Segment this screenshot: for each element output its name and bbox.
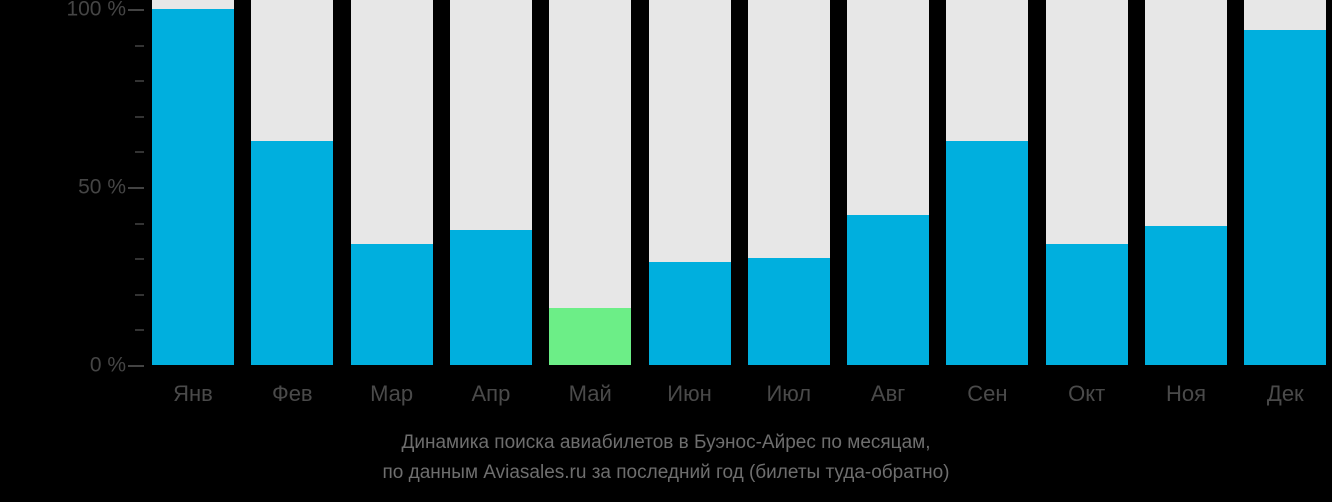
bar-value[interactable] bbox=[648, 261, 731, 365]
x-axis-label: Апр bbox=[471, 381, 511, 406]
bar-value[interactable] bbox=[1045, 243, 1128, 365]
y-tick-minor bbox=[135, 222, 144, 225]
bar-value[interactable] bbox=[747, 258, 830, 365]
bar-value[interactable] bbox=[1244, 30, 1327, 365]
bar-value[interactable] bbox=[251, 140, 334, 365]
bar-group[interactable] bbox=[747, 0, 830, 365]
y-axis-label: 100 % bbox=[66, 0, 126, 21]
bar-group[interactable] bbox=[251, 0, 334, 365]
x-axis-label: Мар bbox=[370, 381, 414, 406]
x-axis-label: Янв bbox=[173, 381, 213, 406]
y-tick-minor bbox=[135, 293, 144, 296]
bar-group[interactable] bbox=[946, 0, 1029, 365]
y-tick-minor bbox=[135, 44, 144, 47]
y-axis-label: 0 % bbox=[89, 353, 126, 377]
bar-value[interactable] bbox=[847, 215, 930, 365]
y-tick-minor bbox=[135, 151, 144, 154]
y-tick-major bbox=[128, 187, 144, 189]
caption-line-1: Динамика поиска авиабилетов в Буэнос-Айр… bbox=[401, 432, 931, 453]
bar-group[interactable] bbox=[152, 0, 234, 365]
bar-value[interactable] bbox=[152, 9, 234, 365]
chart-caption: Динамика поиска авиабилетов в Буэнос-Айр… bbox=[0, 428, 1332, 488]
x-axis-label: Июн bbox=[667, 381, 712, 406]
y-axis-label: 50 % bbox=[78, 175, 126, 199]
bar-track bbox=[549, 0, 632, 365]
bar-value[interactable] bbox=[449, 229, 532, 365]
x-axis-label: Сен bbox=[967, 381, 1008, 406]
y-tick-major bbox=[128, 9, 144, 11]
bar-group[interactable] bbox=[1045, 0, 1128, 365]
bar-group[interactable] bbox=[449, 0, 532, 365]
bar-group[interactable] bbox=[350, 0, 433, 365]
bar-value[interactable] bbox=[350, 243, 433, 365]
bar-value[interactable] bbox=[946, 140, 1029, 365]
x-axis-label: Фев bbox=[271, 381, 313, 406]
y-tick-minor bbox=[135, 329, 144, 332]
y-tick-minor bbox=[135, 115, 144, 118]
bar-group[interactable] bbox=[1145, 0, 1227, 365]
plot-area bbox=[152, 0, 1327, 365]
y-tick-minor bbox=[135, 80, 144, 83]
x-axis-label: Авг bbox=[870, 381, 906, 406]
bar-value[interactable] bbox=[1145, 226, 1227, 365]
x-axis: Янв Фев Мар Апр Май Июн Июл Авг Сен Окт Ноя Дек bbox=[0, 365, 1332, 415]
caption-line-2: по данным Aviasales.ru за последний год … bbox=[382, 462, 950, 483]
y-tick-minor bbox=[135, 258, 144, 261]
bar-value[interactable] bbox=[549, 308, 632, 365]
bar-group[interactable] bbox=[549, 0, 632, 365]
y-axis: 100 % 50 % 0 % bbox=[0, 0, 152, 380]
x-axis-label: Ноя bbox=[1165, 381, 1207, 406]
x-axis-label: Май bbox=[568, 381, 612, 406]
x-axis-label: Дек bbox=[1266, 381, 1304, 406]
bar-group[interactable] bbox=[847, 0, 930, 365]
x-axis-label: Июл bbox=[766, 381, 812, 406]
bar-group[interactable] bbox=[1244, 0, 1327, 365]
bar-group[interactable] bbox=[648, 0, 731, 365]
y-tick-major bbox=[128, 365, 144, 367]
x-axis-label: Окт bbox=[1068, 381, 1106, 406]
